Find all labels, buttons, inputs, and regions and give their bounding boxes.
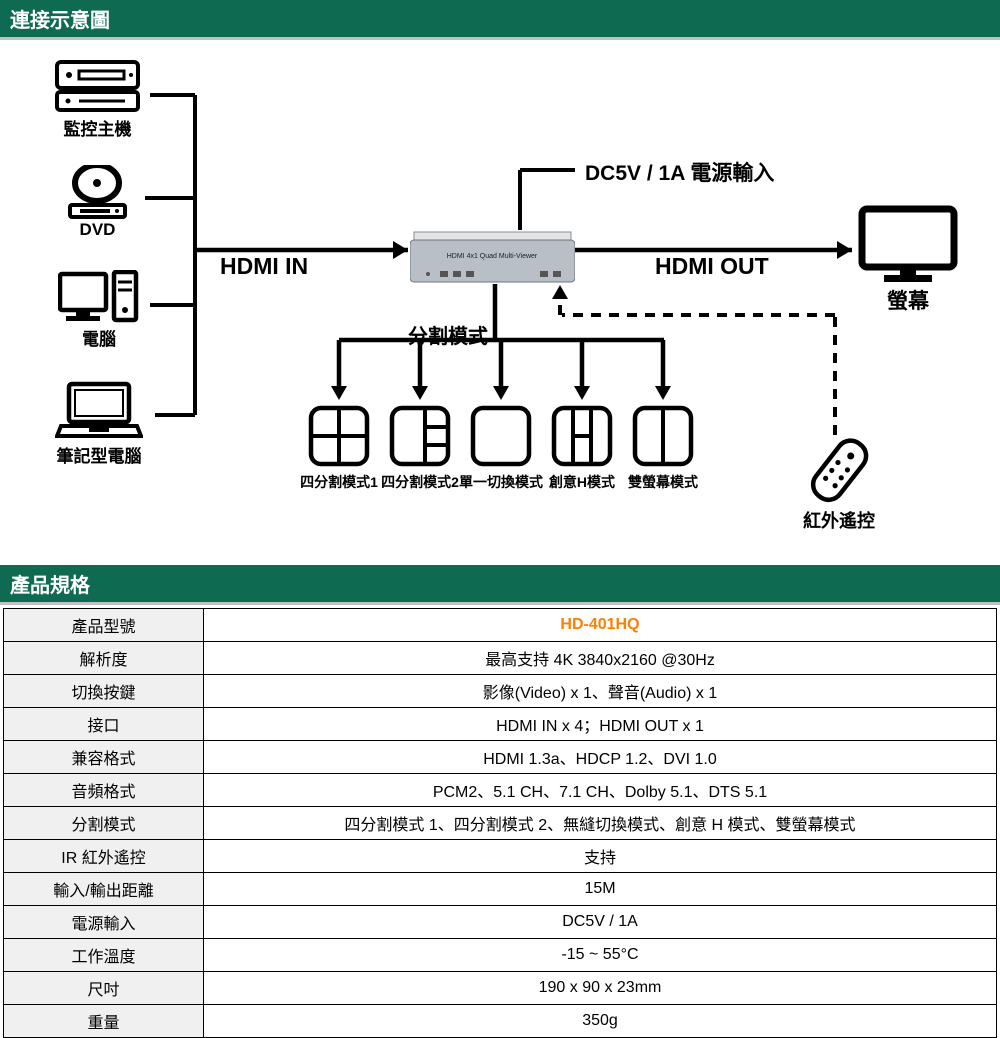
mode5-label: 雙螢幕模式 [624, 472, 702, 492]
spec-value: HD-401HQ [204, 609, 997, 642]
section-header-diagram: 連接示意圖 [0, 0, 1000, 40]
table-row: 工作溫度-15 ~ 55°C [4, 939, 997, 972]
spec-value: 四分割模式 1、四分割模式 2、無縫切換模式、創意 H 模式、雙螢幕模式 [204, 807, 997, 840]
table-row: 音頻格式PCM2、5.1 CH、7.1 CH、Dolby 5.1、DTS 5.1 [4, 774, 997, 807]
spec-label: 切換按鍵 [4, 675, 204, 708]
spec-value: HDMI 1.3a、HDCP 1.2、DVI 1.0 [204, 741, 997, 774]
table-row: 接口HDMI IN x 4；HDMI OUT x 1 [4, 708, 997, 741]
screen-icon: 螢幕 [858, 205, 958, 315]
ir-label: 紅外遙控 [800, 507, 878, 533]
connection-diagram: 監控主機 DVD 電腦 筆記型電 [0, 40, 1000, 565]
mode2-label: 四分割模式2 [379, 472, 461, 492]
hdmi-in-label: HDMI IN [220, 253, 308, 280]
split-mode-label: 分割模式 [408, 320, 488, 349]
mode4-icon [551, 405, 613, 467]
spec-table: 產品型號HD-401HQ解析度最高支持 4K 3840x2160 @30Hz切換… [3, 608, 997, 1038]
spec-label: 解析度 [4, 642, 204, 675]
device-text: HDMI 4x1 Quad Multi-Viewer [447, 253, 538, 260]
mode5-icon [632, 405, 694, 467]
table-row: 解析度最高支持 4K 3840x2160 @30Hz [4, 642, 997, 675]
spec-value: -15 ~ 55°C [204, 939, 997, 972]
mode2-icon [389, 405, 451, 467]
spec-label: IR 紅外遙控 [4, 840, 204, 873]
table-row: 兼容格式HDMI 1.3a、HDCP 1.2、DVI 1.0 [4, 741, 997, 774]
table-row: 分割模式四分割模式 1、四分割模式 2、無縫切換模式、創意 H 模式、雙螢幕模式 [4, 807, 997, 840]
multiviewer-device-icon: HDMI 4x1 Quad Multi-Viewer [410, 228, 575, 286]
screen-label: 螢幕 [858, 285, 958, 315]
mode3-label: 單一切換模式 [458, 472, 544, 492]
spec-value: 影像(Video) x 1、聲音(Audio) x 1 [204, 675, 997, 708]
mode1-icon [308, 405, 370, 467]
mode1-label: 四分割模式1 [298, 472, 380, 492]
mode4-label: 創意H模式 [547, 472, 617, 492]
table-row: IR 紅外遙控支持 [4, 840, 997, 873]
spec-value: DC5V / 1A [204, 906, 997, 939]
power-label: DC5V / 1A 電源輸入 [585, 157, 774, 187]
table-row: 重量350g [4, 1005, 997, 1038]
spec-label: 分割模式 [4, 807, 204, 840]
table-row: 電源輸入DC5V / 1A [4, 906, 997, 939]
spec-label: 重量 [4, 1005, 204, 1038]
spec-value: PCM2、5.1 CH、7.1 CH、Dolby 5.1、DTS 5.1 [204, 774, 997, 807]
spec-label: 接口 [4, 708, 204, 741]
table-row: 產品型號HD-401HQ [4, 609, 997, 642]
spec-label: 工作溫度 [4, 939, 204, 972]
spec-value: 350g [204, 1005, 997, 1038]
spec-label: 產品型號 [4, 609, 204, 642]
spec-value: 15M [204, 873, 997, 906]
section-header-spec: 產品規格 [0, 565, 1000, 605]
table-row: 切換按鍵影像(Video) x 1、聲音(Audio) x 1 [4, 675, 997, 708]
mode3-icon [470, 405, 532, 467]
spec-value: 最高支持 4K 3840x2160 @30Hz [204, 642, 997, 675]
spec-value: HDMI IN x 4；HDMI OUT x 1 [204, 708, 997, 741]
hdmi-out-label: HDMI OUT [655, 253, 769, 280]
table-row: 輸入/輸出距離15M [4, 873, 997, 906]
remote-icon: 紅外遙控 [800, 435, 878, 533]
spec-label: 電源輸入 [4, 906, 204, 939]
spec-value: 支持 [204, 840, 997, 873]
spec-label: 音頻格式 [4, 774, 204, 807]
spec-label: 兼容格式 [4, 741, 204, 774]
spec-label: 輸入/輸出距離 [4, 873, 204, 906]
